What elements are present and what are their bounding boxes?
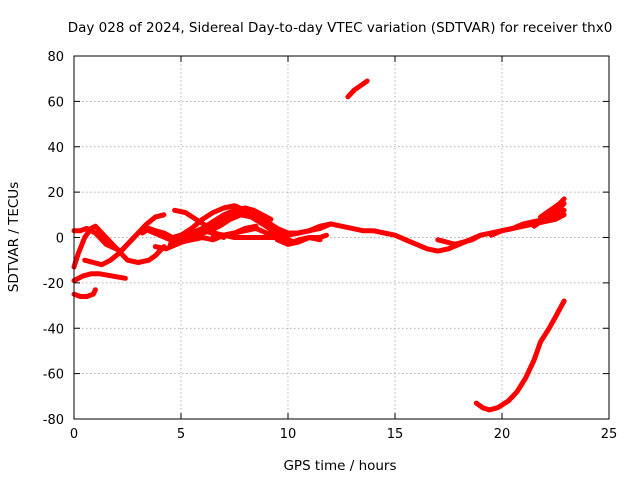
y-tick-label: 60 xyxy=(47,95,64,110)
series-line-s1 xyxy=(71,223,167,270)
x-tick-label: 25 xyxy=(601,427,618,442)
series-line-s21 xyxy=(531,201,567,229)
chart-title: Day 028 of 2024, Sidereal Day-to-day VTE… xyxy=(68,20,613,36)
data-series xyxy=(71,78,567,413)
series-line-s4 xyxy=(71,287,98,299)
x-axis-label: GPS time / hours xyxy=(283,458,396,474)
series-line-s16 xyxy=(285,221,334,236)
series-line-s19 xyxy=(435,232,484,247)
x-tick-label: 20 xyxy=(494,427,511,442)
series-line-s22 xyxy=(538,196,567,220)
series-line-s5 xyxy=(82,235,137,268)
series-line-s20 xyxy=(488,212,567,238)
series-line-s18 xyxy=(345,78,370,100)
y-tick-label: -20 xyxy=(43,277,64,292)
y-tick-label: 20 xyxy=(47,186,64,201)
series-line-s13 xyxy=(199,210,291,236)
x-tick-label: 10 xyxy=(280,427,297,442)
y-axis-label: SDTVAR / TECUs xyxy=(6,182,22,292)
y-tick-label: -60 xyxy=(43,368,64,383)
y-tick-label: -80 xyxy=(43,413,64,428)
series-line-s23 xyxy=(473,298,567,413)
series-line-s17 xyxy=(285,235,323,247)
grid xyxy=(74,56,609,419)
x-tick-label: 15 xyxy=(387,427,404,442)
y-tick-label: 0 xyxy=(56,232,64,247)
y-tick-label: -40 xyxy=(43,322,64,337)
x-tick-label: 0 xyxy=(70,427,78,442)
series-line-s3 xyxy=(71,271,128,284)
y-tick-label: 80 xyxy=(47,50,64,65)
x-tick-label: 5 xyxy=(177,427,185,442)
axis-ticks: 0 5 10 15 20 25 -80 -60 -40 -20 0 20 40 60 80 xyxy=(43,50,618,442)
y-tick-label: 40 xyxy=(47,141,64,156)
